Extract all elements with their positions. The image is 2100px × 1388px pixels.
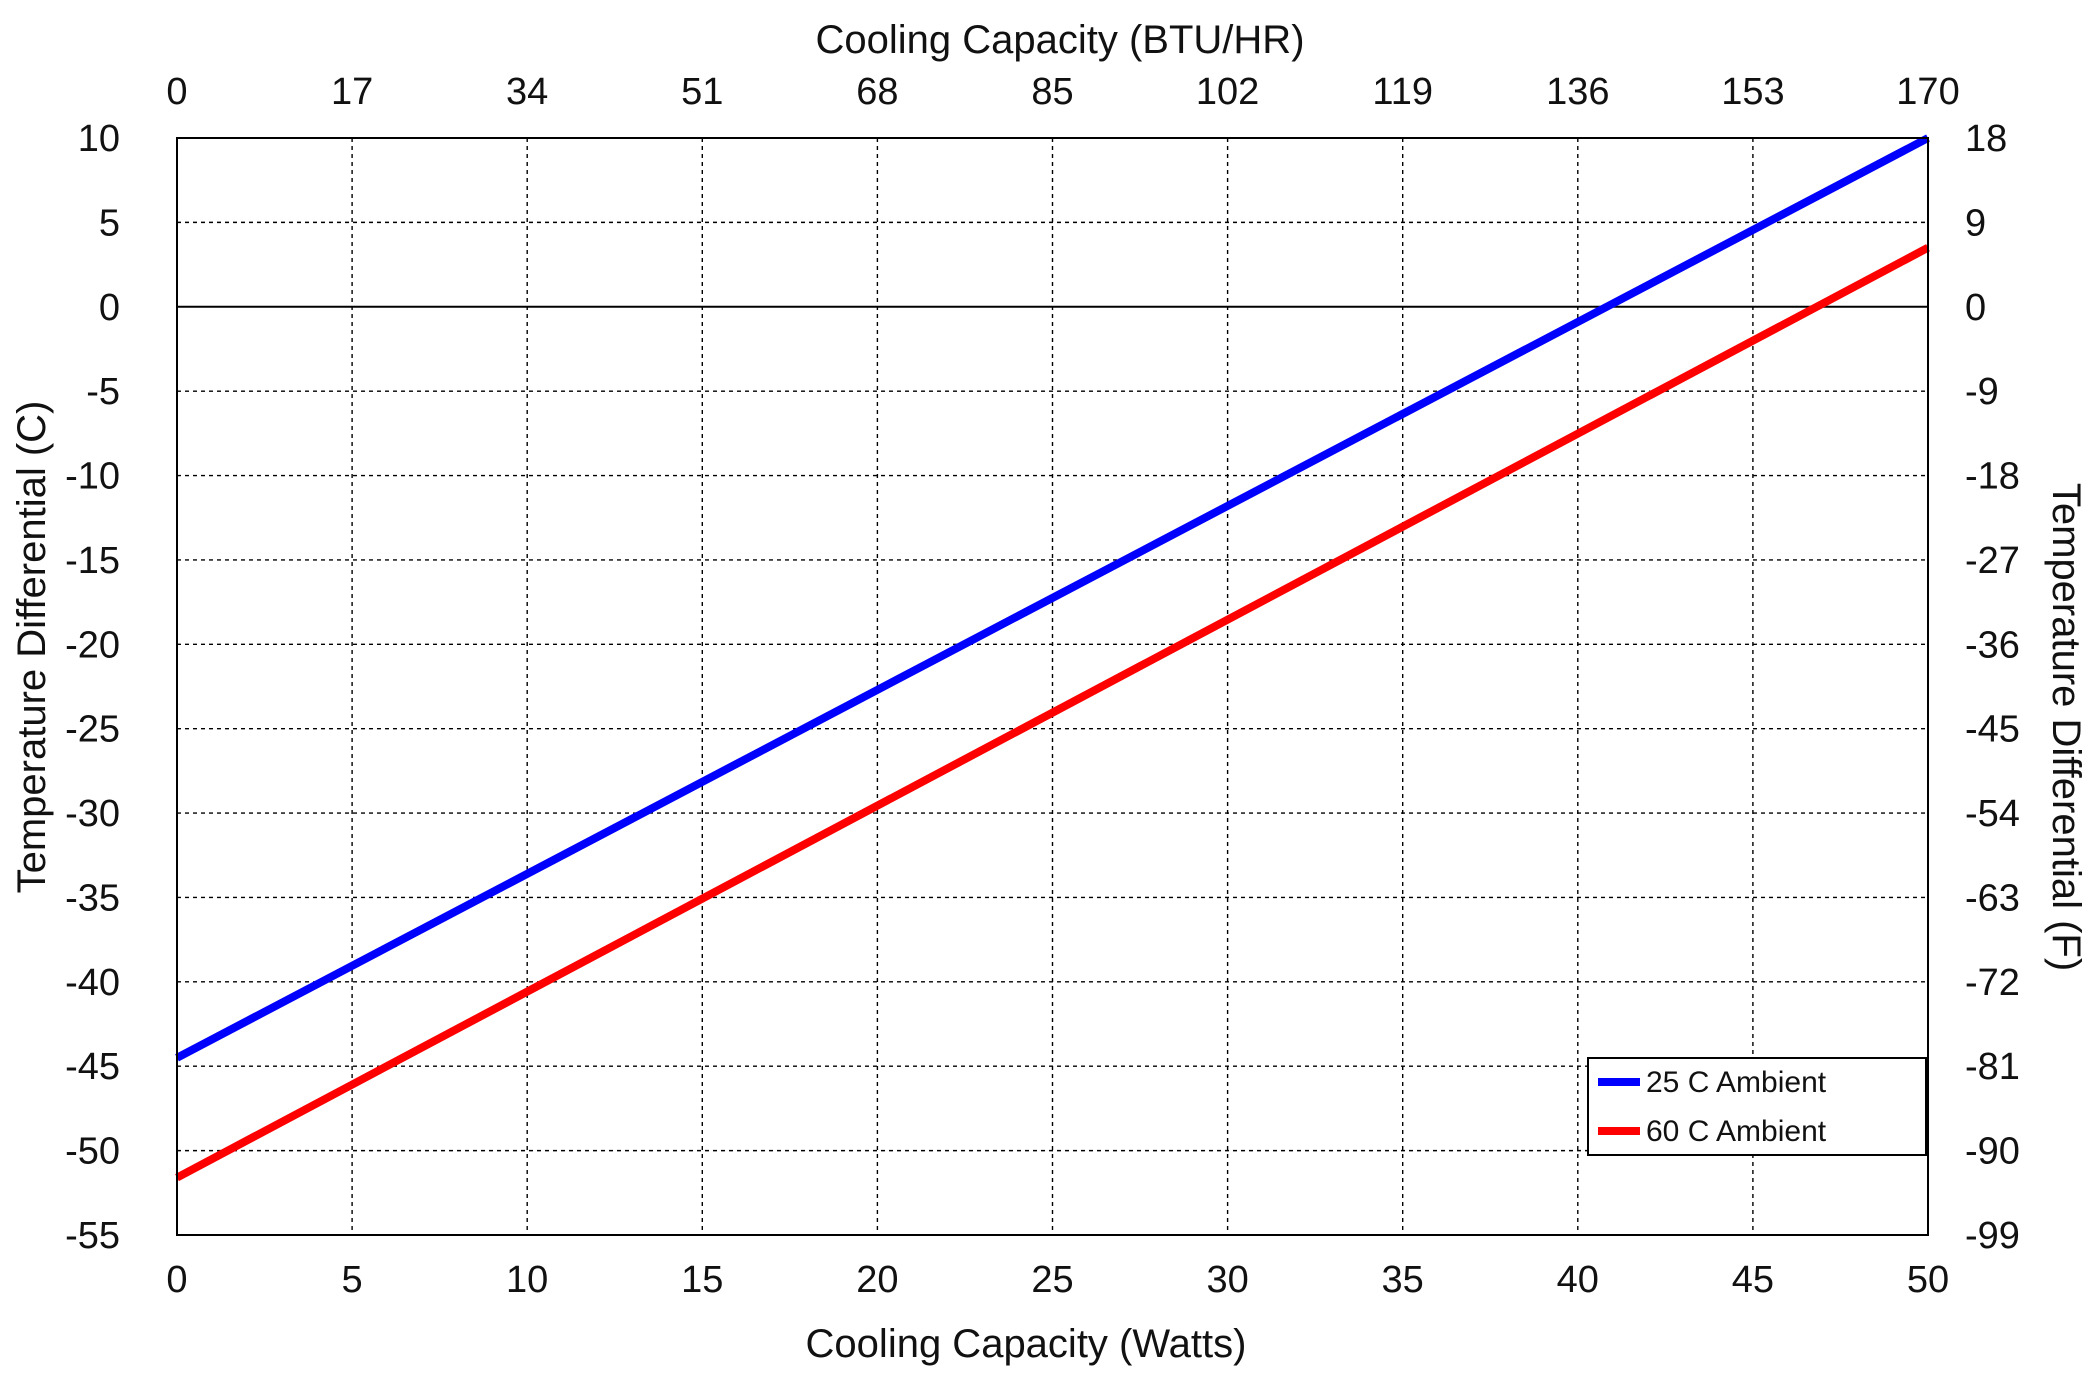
y2-tick-label: 0: [1965, 287, 1986, 329]
y-tick-label: -5: [86, 371, 120, 413]
series-line-60c-ambient: [175, 244, 1930, 1182]
y-tick-label: -25: [65, 709, 120, 751]
x-tick-label: 15: [681, 1259, 723, 1301]
x-tick-label: 40: [1557, 1259, 1599, 1301]
y-tick-label: -45: [65, 1046, 120, 1088]
y2-tick-label: -99: [1965, 1215, 2020, 1257]
y-tick-label: 10: [78, 118, 120, 160]
x-axis-ticks: 0 5 10 15 20 25 30 35 40 45 50: [166, 1259, 1949, 1301]
y2-tick-label: -90: [1965, 1131, 2020, 1173]
y-tick-label: -20: [65, 624, 120, 666]
x2-axis-title: Cooling Capacity (BTU/HR): [815, 18, 1304, 62]
x2-tick-label: 34: [506, 71, 548, 113]
y2-axis-title: Temperature Differential (F): [2044, 483, 2088, 971]
y2-tick-label: 9: [1965, 202, 1986, 244]
x-tick-label: 10: [506, 1259, 548, 1301]
y2-tick-label: -36: [1965, 624, 2020, 666]
y-tick-label: -50: [65, 1131, 120, 1173]
y2-tick-label: -72: [1965, 962, 2020, 1004]
y-tick-label: 5: [99, 202, 120, 244]
x-axis-title: Cooling Capacity (Watts): [806, 1322, 1247, 1366]
y-tick-label: 0: [99, 287, 120, 329]
y-tick-label: -55: [65, 1215, 120, 1257]
x2-tick-label: 68: [856, 71, 898, 113]
x-tick-label: 45: [1732, 1259, 1774, 1301]
x2-tick-label: 119: [1372, 71, 1433, 113]
x2-tick-label: 136: [1546, 71, 1609, 113]
x2-tick-label: 51: [681, 71, 723, 113]
y2-tick-label: -45: [1965, 709, 2020, 751]
x2-tick-label: 153: [1721, 71, 1784, 113]
y-tick-label: -35: [65, 877, 120, 919]
x-tick-label: 5: [342, 1259, 363, 1301]
legend-label-60c: 60 C Ambient: [1646, 1115, 1827, 1148]
series-line-25c-ambient: [175, 134, 1930, 1062]
x2-tick-label: 0: [166, 71, 187, 113]
y-tick-label: -40: [65, 962, 120, 1004]
x2-axis-ticks: 0 17 34 51 68 85 102 119 136 153 170: [166, 71, 1959, 113]
y2-tick-label: -54: [1965, 793, 2020, 835]
x2-tick-label: 85: [1031, 71, 1073, 113]
x2-tick-label: 17: [331, 71, 373, 113]
x-tick-label: 35: [1382, 1259, 1424, 1301]
x-tick-label: 20: [856, 1259, 898, 1301]
y2-tick-label: -27: [1965, 540, 2020, 582]
legend-label-25c: 25 C Ambient: [1646, 1066, 1827, 1099]
plot-frame: [176, 137, 1929, 1236]
y2-axis-ticks: 18 9 0 -9 -18 -27 -36 -45 -54 -63 -72 -81 -90 -99: [1965, 118, 2020, 1257]
x-tick-label: 0: [166, 1259, 187, 1301]
y2-tick-label: -18: [1965, 456, 2020, 498]
x2-tick-label: 170: [1896, 71, 1959, 113]
y-axis-ticks: 10 5 0 -5 -10 -15 -20 -25 -30 -35 -40 -45 -50 -55: [65, 118, 120, 1257]
legend-box: [1587, 1057, 1927, 1156]
y-tick-label: -10: [65, 456, 120, 498]
legend: 25 C Ambient 60 C Ambient: [1587, 1057, 1927, 1156]
x-tick-label: 25: [1031, 1259, 1073, 1301]
y2-tick-label: -63: [1965, 877, 2020, 919]
x-tick-label: 50: [1907, 1259, 1949, 1301]
y2-tick-label: -9: [1965, 371, 1999, 413]
y2-tick-label: -81: [1965, 1046, 2020, 1088]
y-tick-label: -30: [65, 793, 120, 835]
y2-tick-label: 18: [1965, 118, 2007, 160]
x-tick-label: 30: [1206, 1259, 1248, 1301]
x2-tick-label: 102: [1196, 71, 1259, 113]
y-tick-label: -15: [65, 540, 120, 582]
series-layer: [175, 134, 1930, 1182]
y-axis-title: Temperature Differential (C): [10, 401, 54, 894]
